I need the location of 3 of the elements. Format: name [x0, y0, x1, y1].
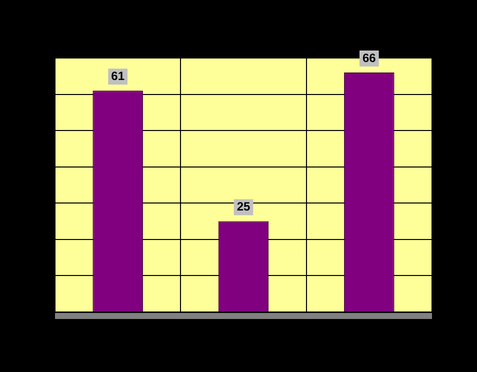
data-label: 66	[362, 50, 376, 65]
data-label: 61	[111, 68, 125, 83]
data-label: 25	[236, 200, 250, 214]
